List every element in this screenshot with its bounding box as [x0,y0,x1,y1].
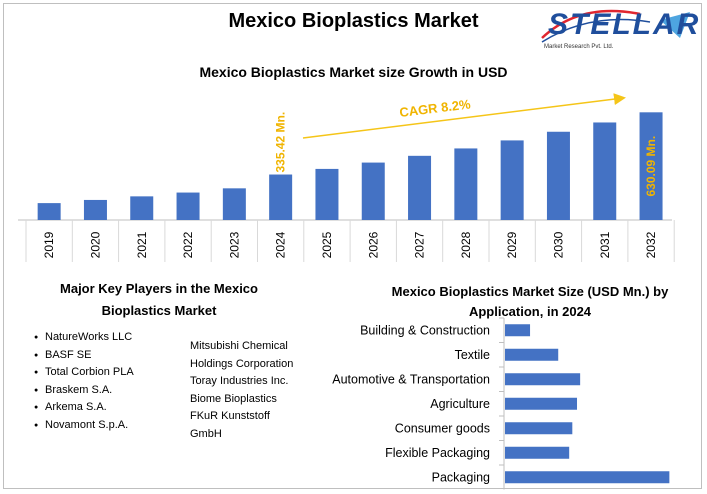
cagr-arrow [302,93,626,139]
bar [593,122,617,220]
x-tick-label: 2023 [227,231,241,258]
bar [361,162,385,220]
player-name: NatureWorks LLC [45,331,133,343]
bar [130,196,154,220]
x-tick-label: 2022 [181,231,195,258]
x-tick-label: 2026 [366,231,380,258]
player-name: FKuR Kunststoff GmbH [190,410,270,440]
bar [37,203,61,220]
bar [639,112,663,220]
data-label: 335.42 Mn. [274,112,288,173]
player-name: BASF SE [45,348,92,361]
x-tick-label: 2019 [42,231,56,258]
growth-chart-title: Mexico Bioplastics Market size Growth in… [199,64,508,80]
growth-bar-chart: CAGR 8.2% 2019 2020 2021 2022 2023 2024 335.42… [18,93,675,262]
player-item: Toray Industries Inc. [190,373,300,391]
x-tick-label: 2020 [88,231,102,258]
x-tick-label: 2025 [320,231,334,258]
x-tick-label: 2027 [413,231,427,258]
bar [269,174,293,220]
player-name: Total Corbion PLA [45,366,134,378]
bar [315,168,339,220]
player-name: Novamont S.p.A. [45,418,129,431]
player-item: FKuR Kunststoff GmbH [190,408,300,443]
player-item: Braskem S.A. [34,382,135,400]
player-name: Mitsubishi Chemical Holdings Corporation [190,340,294,370]
players-list-left: NatureWorks LLC BASF SE Total Corbion PL… [34,329,135,434]
x-tick-label: 2030 [551,231,565,258]
logo-name: STELLAR [548,8,701,41]
x-tick-label: 2024 [274,231,288,258]
player-item: Total Corbion PLA [34,364,135,382]
bar [176,192,200,220]
x-tick-label: 2021 [135,231,149,258]
bar [546,131,570,220]
players-title: Major Key Players in the Mexico Bioplast… [30,278,288,322]
data-label: 630.09 Mn. [644,136,658,197]
x-tick-label: 2031 [598,231,612,258]
bar [500,140,524,220]
player-name: Braskem S.A. [45,383,113,396]
player-item: BASF SE [34,347,135,365]
player-item: Arkema S.A. [34,399,135,417]
bar [454,148,478,220]
logo-swoosh-icon [541,9,690,43]
players-title-line2: Bioplastics Market [101,303,217,318]
bar [83,199,107,220]
bar [222,188,246,220]
player-item: Biome Bioplastics [190,391,300,409]
x-tick-label: 2032 [644,231,658,258]
main-title: Mexico Bioplastics Market [228,10,479,32]
stellar-logo: STELLAR Market Research Pvt. Ltd. [540,8,700,56]
player-item: Mitsubishi Chemical Holdings Corporation [190,338,300,373]
player-item: Novamont S.p.A. [34,417,135,435]
player-item: NatureWorks LLC [34,329,135,347]
infographic-frame [3,3,702,489]
x-tick-label: 2029 [505,231,519,258]
cagr-label: CAGR 8.2% [399,96,472,120]
players-title-line1: Major Key Players in the Mexico [60,281,258,296]
x-tick-label: 2028 [459,231,473,258]
player-name: Toray Industries Inc. [190,375,289,387]
bar [408,155,432,220]
logo-tagline: Market Research Pvt. Ltd. [544,44,614,50]
player-name: Biome Bioplastics [190,392,277,405]
players-list-right: Mitsubishi Chemical Holdings Corporation… [190,338,300,443]
player-name: Arkema S.A. [45,401,107,413]
application-chart-title: Mexico Bioplastics Market Size (USD Mn.)… [391,284,669,319]
